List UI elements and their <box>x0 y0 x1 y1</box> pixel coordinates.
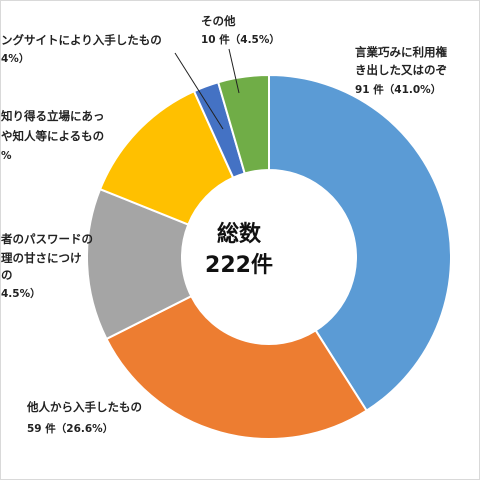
label-line: の <box>1 268 13 282</box>
donut-slice-1 <box>105 294 368 440</box>
label-slice-5: その他 10 件（4.5%） <box>201 14 280 46</box>
label-line: 他人から入手したもの <box>26 400 142 414</box>
label-line: 知り得る立場にあっ <box>1 109 105 123</box>
label-line: 理の甘さにつけ <box>1 251 82 265</box>
leader-line-phishing <box>174 52 224 130</box>
label-slice-1: 他人から入手したもの 59 件（26.6%） <box>26 400 142 435</box>
leader-line-other <box>228 48 240 94</box>
donut-slice-0 <box>268 73 452 412</box>
label-count: 4.5%） <box>1 287 41 300</box>
label-line: ングサイトにより入手したもの <box>1 33 162 47</box>
label-slice-4: ングサイトにより入手したもの 4%） <box>1 33 162 65</box>
center-total-label: 総数 <box>217 221 262 247</box>
label-count: % <box>1 150 12 162</box>
label-line: や知人等によるもの <box>1 129 104 143</box>
label-count: 10 件（4.5%） <box>201 33 280 46</box>
label-slice-2: 者のパスワードの 理の甘さにつけ の 4.5%） <box>1 232 93 300</box>
label-slice-0: 言業巧みに利用権 き出した又はのぞ 91 件（41.0%） <box>355 45 447 96</box>
label-line: 者のパスワードの <box>1 232 93 246</box>
label-line: 言業巧みに利用権 <box>355 45 447 59</box>
label-slice-3: 知り得る立場にあっ や知人等によるもの % <box>1 109 105 162</box>
label-line: き出した又はのぞ <box>355 63 447 77</box>
center-total-value: 222件 <box>205 253 273 278</box>
donut-slice-5 <box>216 73 270 175</box>
label-count: 59 件（26.6%） <box>27 422 113 435</box>
label-line: その他 <box>201 14 236 28</box>
label-count: 4%） <box>1 52 29 65</box>
label-count: 91 件（41.0%） <box>355 83 441 96</box>
